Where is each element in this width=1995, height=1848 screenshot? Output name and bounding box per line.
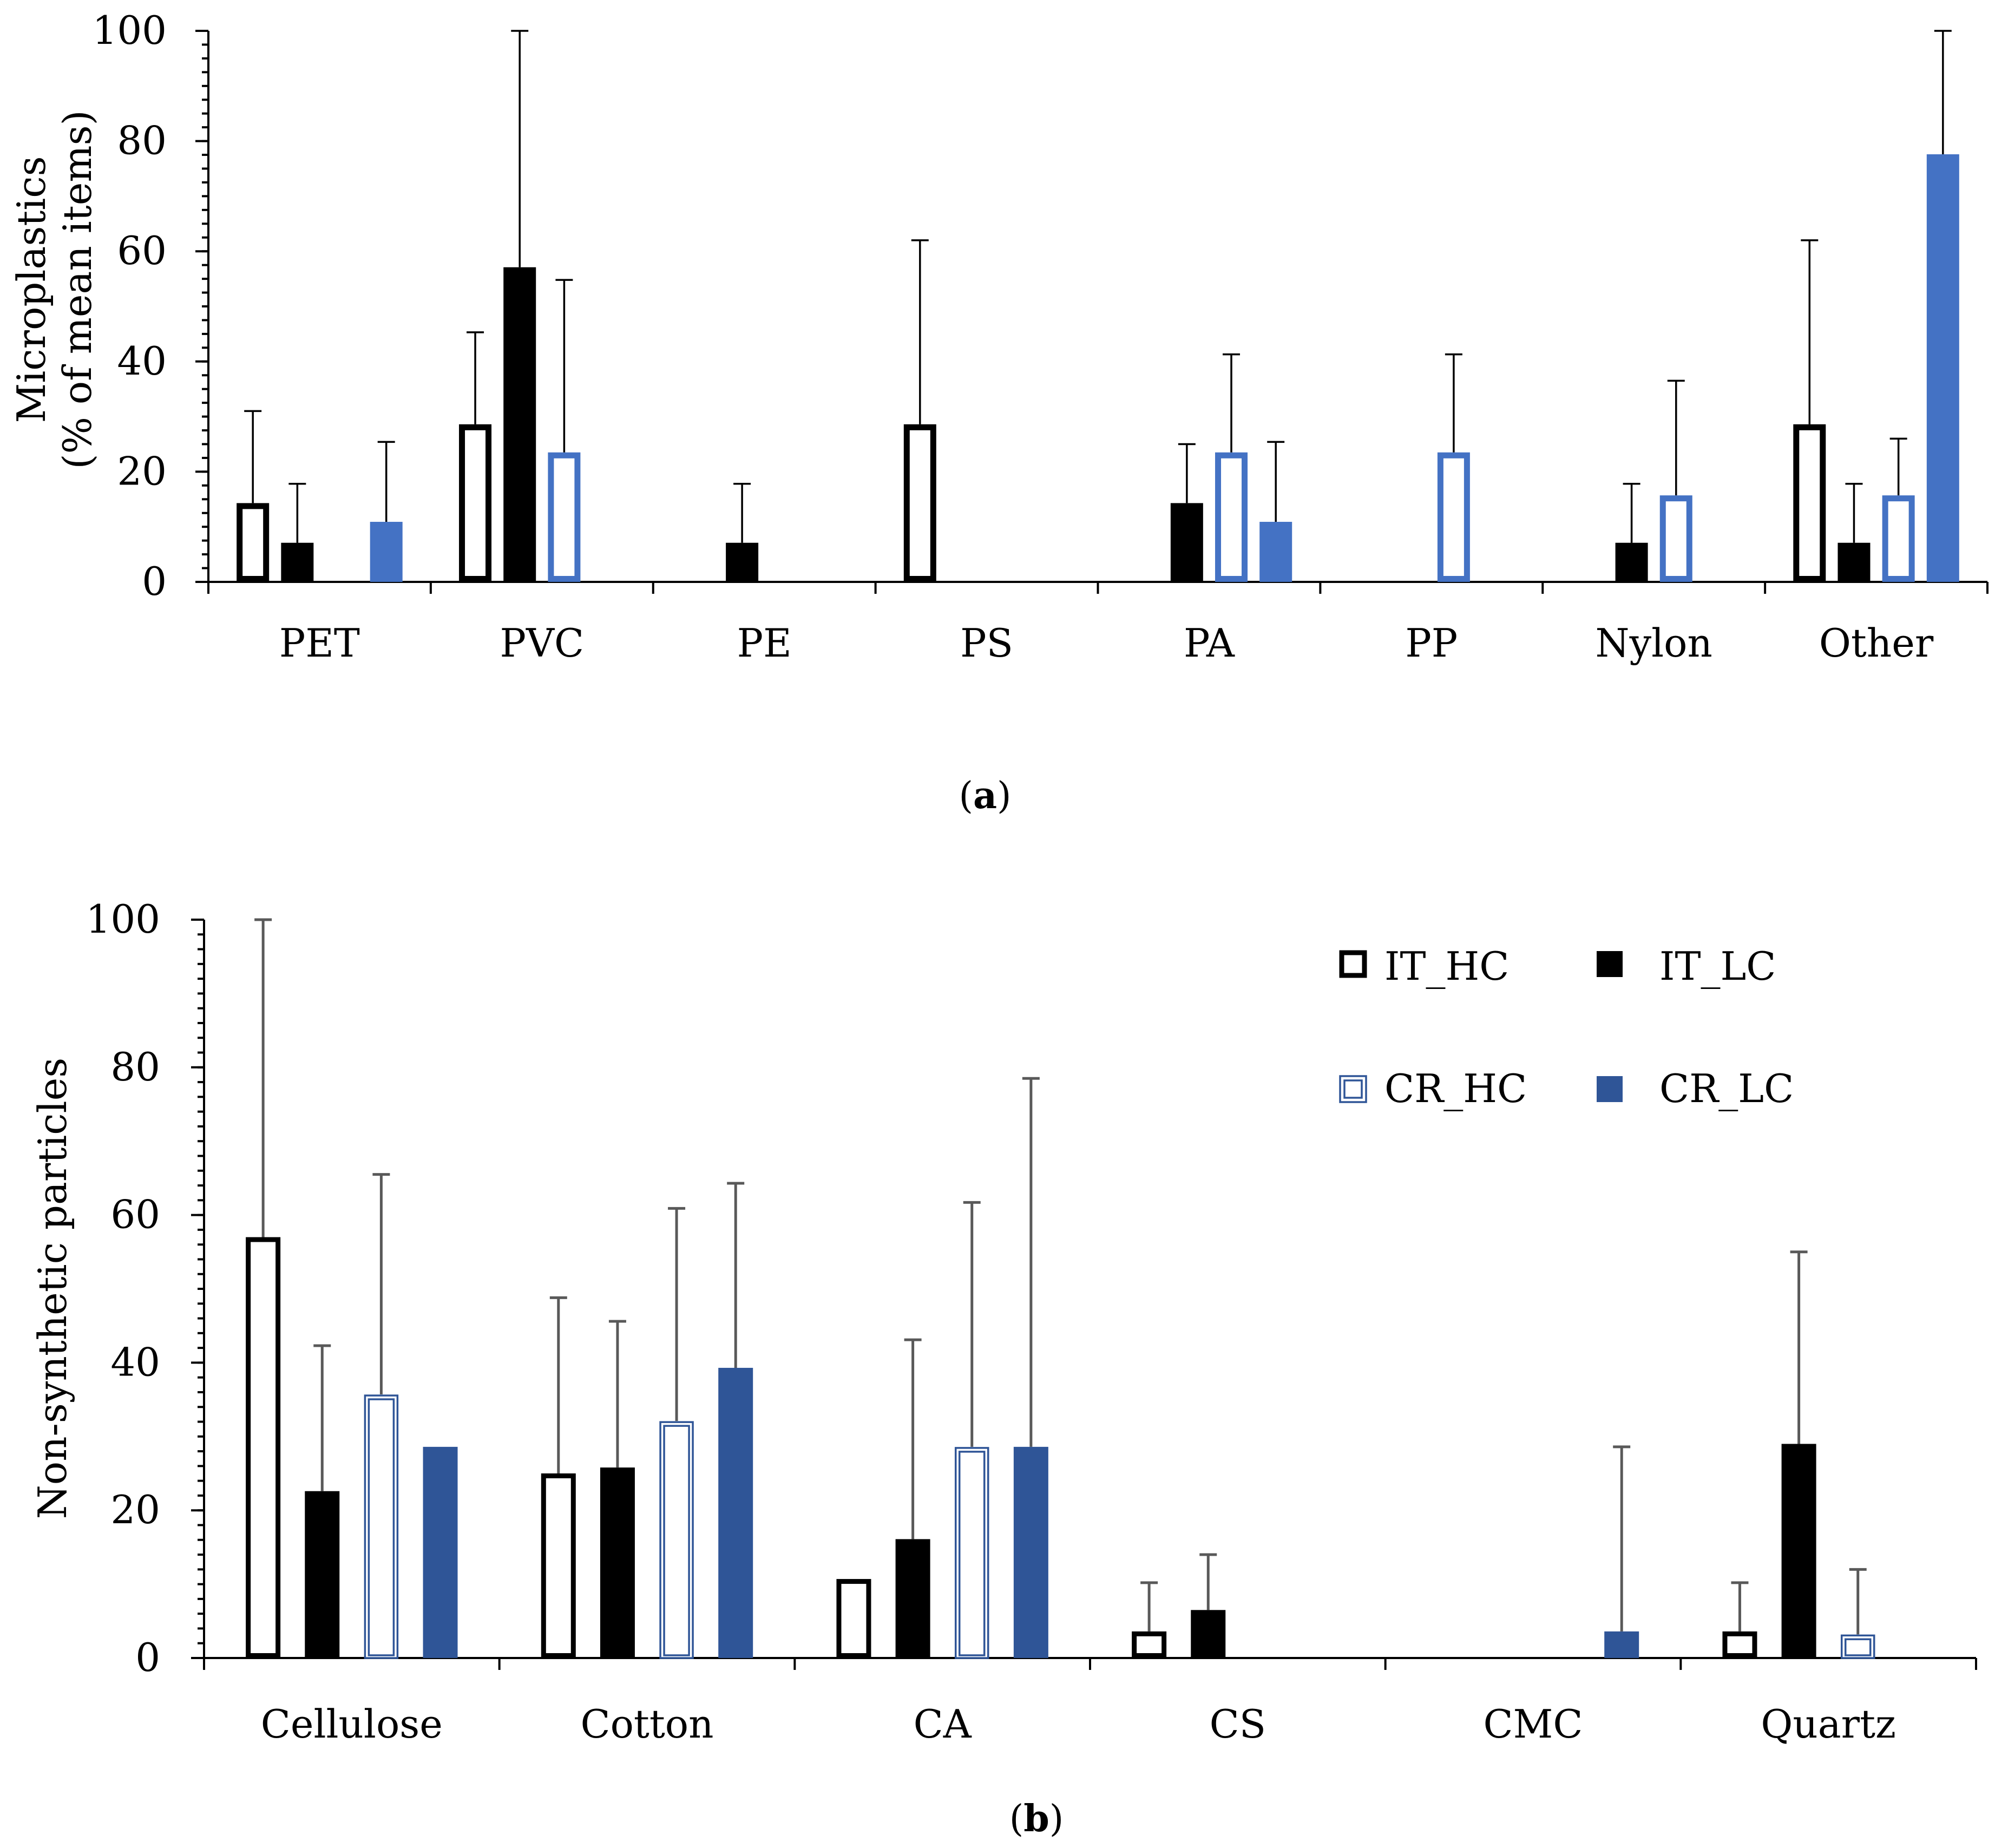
chart-a-bars (237, 154, 1959, 582)
chart-b-y-tick-label: 100 (86, 896, 160, 942)
chart-a-x-label-nylon: Nylon (1595, 620, 1712, 666)
chart-a-x-label-pa: PA (1184, 620, 1235, 666)
legend-label-cr-lc: CR_LC (1659, 1066, 1794, 1111)
chart-b-bar-it-hc-cs (1132, 1631, 1167, 1658)
chart-a-bar-it-hc-pvc (459, 424, 492, 582)
chart-a-bar-it-hc-pet (237, 503, 270, 582)
chart-b-bar-cr-lc-cotton (718, 1367, 753, 1658)
chart-b-bar-it-lc-quartz (1781, 1444, 1816, 1658)
chart-a-bar-cr-hc-pa (1215, 452, 1248, 582)
chart-b-caption: (b) (1009, 1797, 1064, 1840)
chart-b-bar-cr-lc-cmc (1604, 1631, 1639, 1658)
legend-swatch-it-hc (1339, 950, 1367, 978)
chart-a-bar-it-lc-pa (1170, 503, 1203, 582)
chart-a-y-tick-label: 40 (117, 338, 167, 384)
chart-a-x-label-ps: PS (960, 620, 1013, 666)
chart-b-bars (246, 1237, 1875, 1659)
chart-a-error-bars (244, 30, 1952, 543)
chart-a-y-tick-label: 100 (93, 8, 167, 53)
chart-a-bar-it-lc-pe (726, 542, 759, 582)
chart-a-bar-it-hc-other (1793, 424, 1826, 582)
chart-b-y-tick-label: 80 (110, 1044, 160, 1090)
chart-b-bar-cr-hc-ca (954, 1447, 989, 1659)
chart-b-bar-it-hc-quartz (1722, 1631, 1757, 1658)
chart-b-bar-it-lc-cellulose (305, 1491, 340, 1658)
chart-b-bar-it-hc-ca (836, 1579, 871, 1658)
legend-item-it-lc: IT_LC (1597, 943, 1776, 989)
chart-a-x-label-pp: PP (1405, 620, 1458, 666)
legend-swatch-cr-lc (1597, 1076, 1623, 1102)
chart-a-bar-cr-lc-pa (1259, 522, 1292, 582)
chart-b-bar-cr-hc-cellulose-inner (368, 1398, 395, 1656)
chart-b-bar-it-hc-cotton (541, 1473, 576, 1658)
chart-b-bar-it-hc-cellulose (246, 1237, 281, 1658)
chart-b: Non-synthetic particles 0 20 40 60 80 100 Cel… (30, 896, 1977, 1840)
chart-a-caption: (a) (959, 774, 1011, 817)
chart-b-x-label-cmc: CMC (1484, 1701, 1583, 1747)
legend-item-it-hc: IT_HC (1339, 943, 1509, 989)
legend-item-cr-hc: CR_HC (1339, 1066, 1527, 1111)
chart-a-bar-cr-lc-other (1926, 154, 1959, 582)
chart-b-x-label-quartz: Quartz (1761, 1701, 1896, 1747)
chart-b-bar-it-lc-cotton (600, 1467, 635, 1658)
legend-label-it-hc: IT_HC (1384, 943, 1509, 989)
chart-b-bar-cr-lc-cellulose (423, 1446, 458, 1658)
chart-a-x-label-pet: PET (279, 620, 360, 666)
chart-b-bar-cr-hc-cotton-inner (663, 1425, 690, 1656)
chart-b-y-tick-label: 40 (110, 1339, 160, 1385)
legend-label-cr-hc: CR_HC (1384, 1066, 1527, 1111)
chart-a-y-tick-label: 80 (117, 118, 167, 163)
chart-a-x-label-pe: PE (737, 620, 792, 666)
chart-b-category-labels: Cellulose Cotton CA CS CMC Quartz (261, 1701, 1896, 1747)
chart-a-y-tick-label: 60 (117, 228, 167, 273)
chart-b-bar-it-lc-cs (1191, 1610, 1226, 1658)
legend-swatch-cr-hc-inner (1343, 1079, 1363, 1099)
chart-a-bar-cr-hc-other (1882, 495, 1915, 582)
chart-b-bar-cr-hc-ca-inner (958, 1451, 986, 1656)
chart-b-x-label-cotton: Cotton (580, 1701, 713, 1747)
chart-b-y-tick-label: 20 (110, 1487, 160, 1532)
chart-a-bar-it-lc-nylon (1615, 542, 1648, 582)
chart-a-category-labels: PET PVC PE PS PA PP Nylon Other (279, 620, 1934, 666)
chart-a-ylabel-line1: Microplastics (9, 156, 54, 423)
chart-b-bar-cr-hc-cellulose (364, 1394, 399, 1659)
chart-a-bar-it-lc-pet (281, 542, 314, 582)
legend-item-cr-lc: CR_LC (1597, 1066, 1794, 1111)
chart-b-y-tick-label: 60 (110, 1192, 160, 1237)
chart-a-bar-it-hc-ps (903, 424, 936, 582)
chart-b-bar-cr-hc-quartz-inner (1844, 1638, 1872, 1656)
chart-a-axes: 0 20 40 60 80 100 (93, 8, 1989, 604)
chart-b-bar-it-lc-ca (895, 1539, 930, 1658)
chart-a-x-label-other: Other (1819, 620, 1934, 666)
chart-b-error-bars (254, 918, 1867, 1635)
chart-a-y-tick-label: 0 (142, 559, 167, 604)
legend-label-it-lc: IT_LC (1659, 943, 1776, 989)
chart-b-y-tick-label: 0 (135, 1635, 160, 1680)
chart-a-bar-it-lc-pvc (503, 267, 536, 582)
chart-a: Microplastics (% of mean items) 0 20 40 60 8… (9, 8, 1989, 817)
chart-b-axes: 0 20 40 60 80 100 (86, 896, 1977, 1680)
chart-a-y-tick-label: 20 (117, 448, 167, 494)
chart-a-ylabel-line2: (% of mean items) (55, 110, 100, 469)
legend-swatch-it-lc (1597, 951, 1623, 977)
chart-a-bar-cr-lc-pet (370, 522, 403, 582)
chart-b-x-label-ca: CA (914, 1701, 972, 1747)
chart-b-x-label-cs: CS (1210, 1701, 1266, 1747)
chart-a-bar-cr-hc-pvc (548, 452, 581, 582)
chart-a-bar-cr-hc-pp (1437, 452, 1470, 582)
chart-b-x-label-cellulose: Cellulose (261, 1701, 443, 1747)
chart-a-x-label-pvc: PVC (500, 620, 585, 666)
chart-a-bar-cr-hc-nylon (1659, 495, 1692, 582)
chart-a-bar-it-lc-other (1837, 542, 1871, 582)
chart-b-bar-cr-lc-ca (1013, 1446, 1048, 1658)
chart-b-ylabel: Non-synthetic particles (30, 1058, 75, 1519)
chart-b-bar-cr-hc-cotton (659, 1421, 694, 1659)
chart-b-legend: IT_HC IT_LC CR_HC CR_LC (1339, 943, 1794, 1111)
